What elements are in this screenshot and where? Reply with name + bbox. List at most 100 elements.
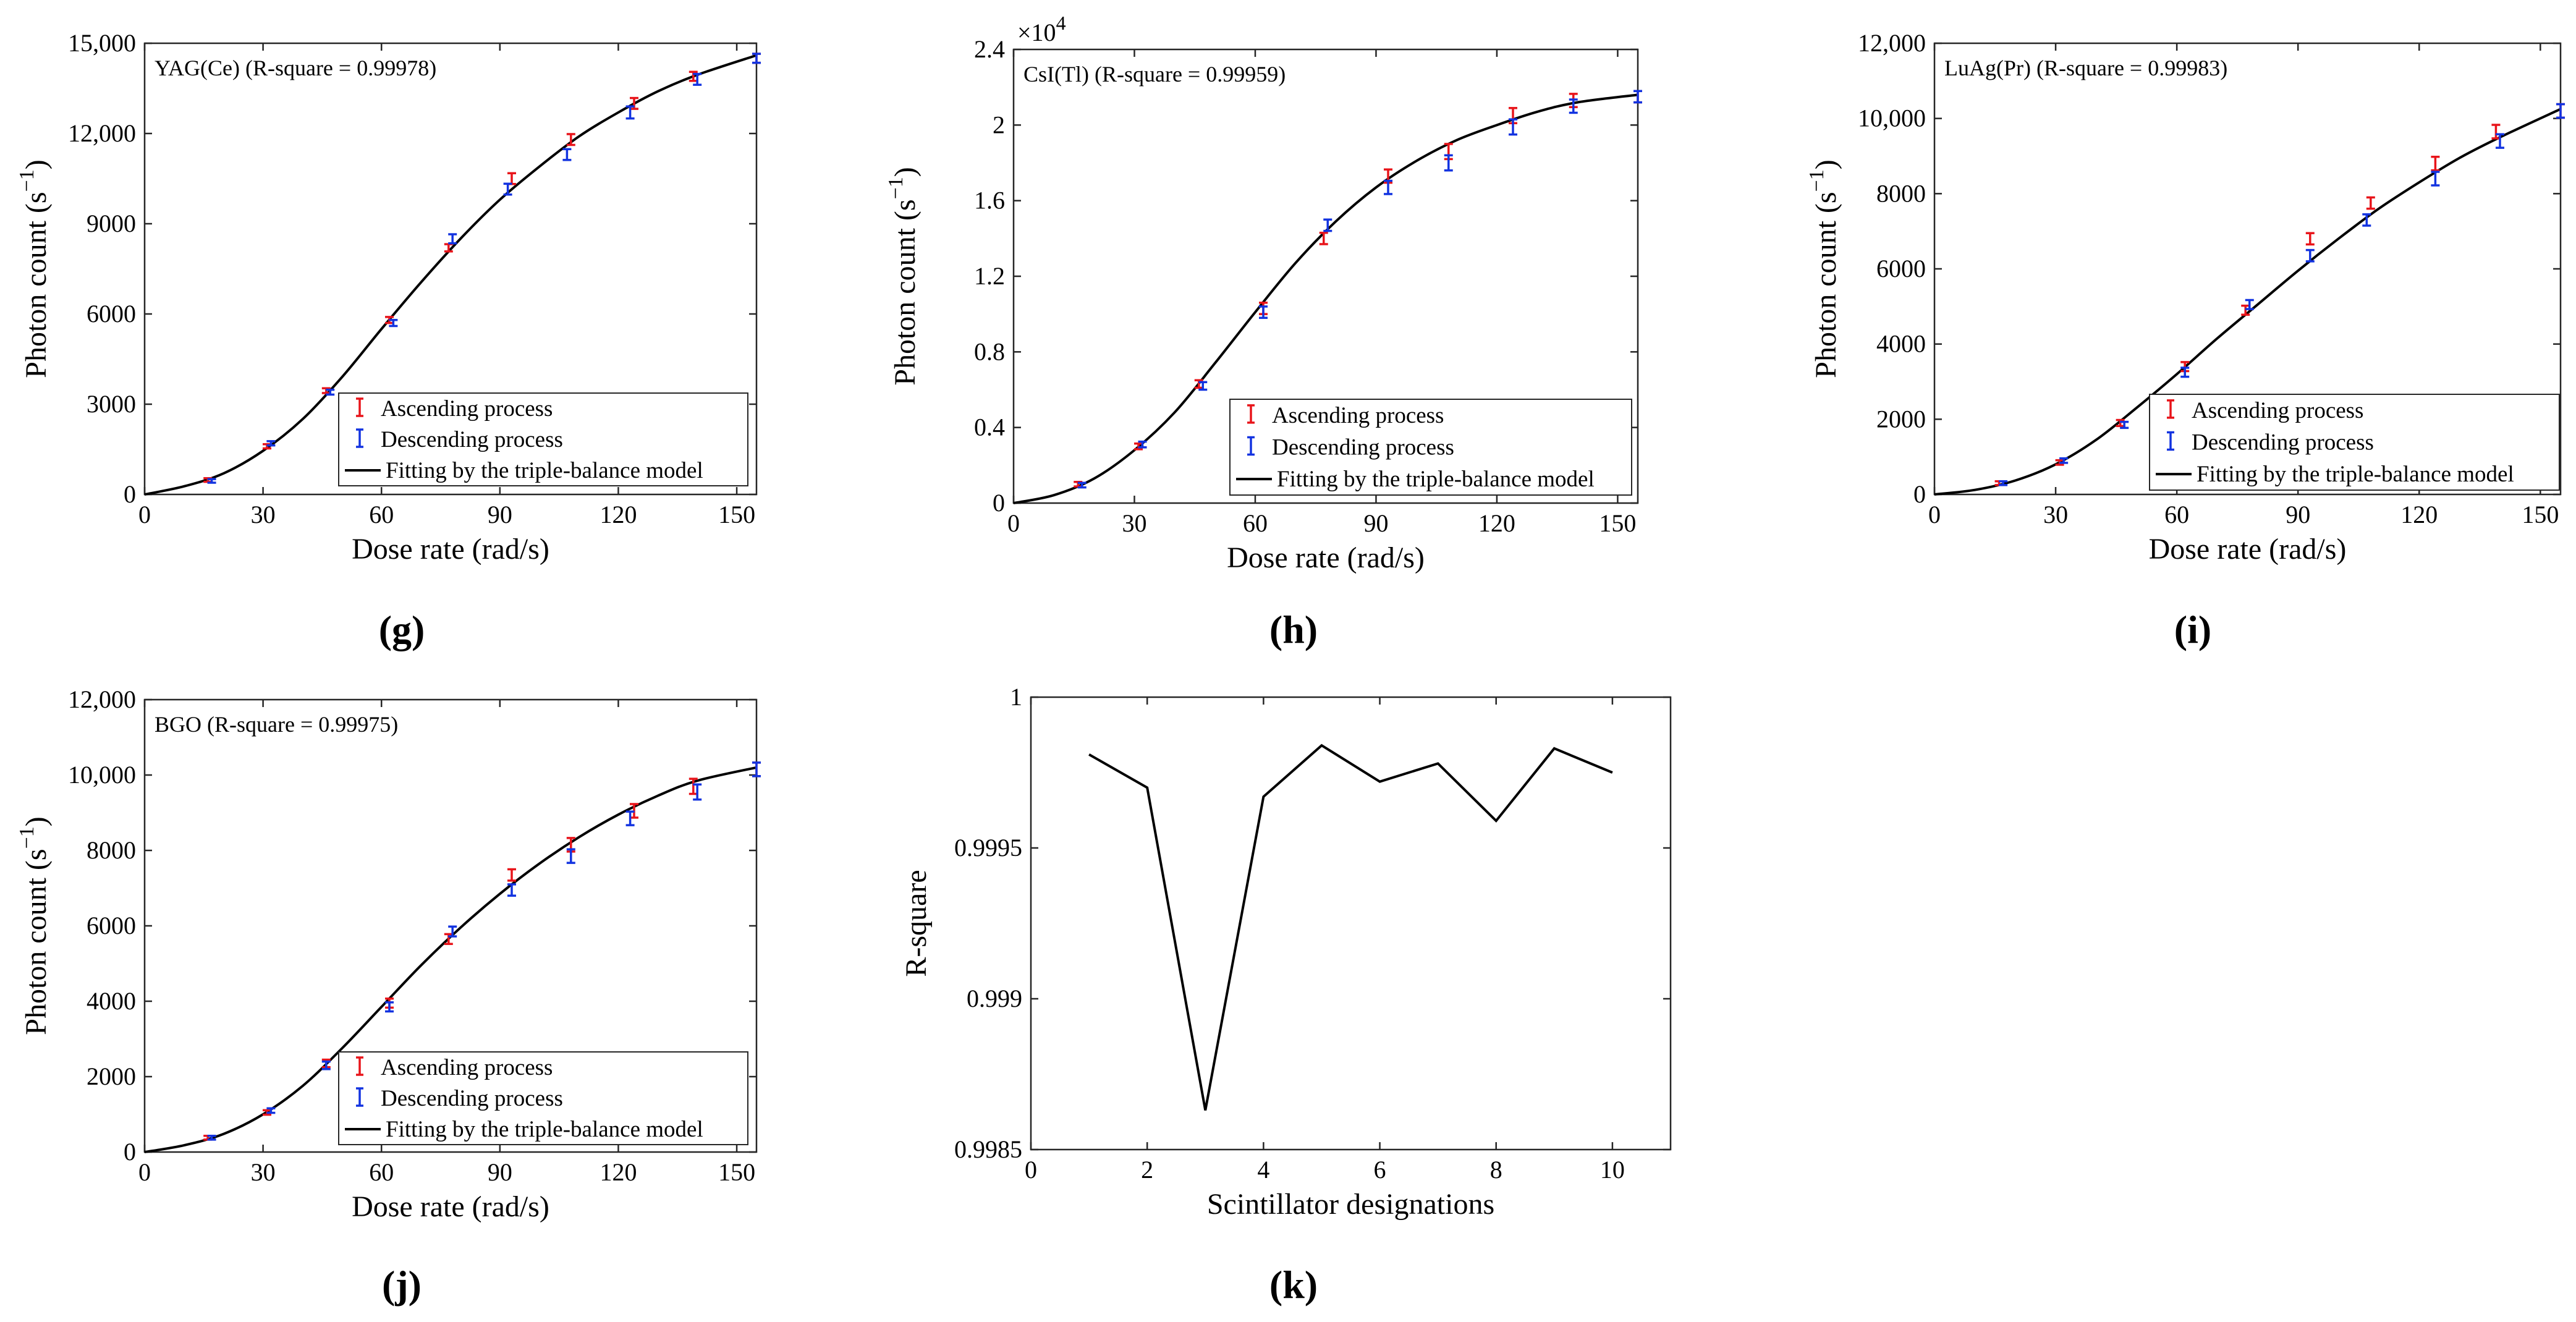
legend-entry: Fitting by the triple-balance model [1277, 467, 1595, 492]
y-tick-label: 12,000 [1858, 29, 1926, 57]
y-tick-label: 15,000 [68, 29, 136, 57]
descending-errorbar [2362, 213, 2371, 227]
r-square-annotation: CsI(Tl) (R-square = 0.99959) [1023, 62, 1286, 87]
y-axis-label-main: Photon count (s [20, 192, 53, 378]
legend-frame [338, 392, 748, 486]
x-tick-label: 0 [1025, 1156, 1037, 1184]
y-tick-label: 2000 [87, 1062, 136, 1090]
multiplier-exponent: 4 [1056, 12, 1066, 34]
x-tick-label: 150 [718, 501, 755, 528]
x-tick-label: 150 [1599, 509, 1636, 537]
y-axis-label-tail: ) [20, 816, 53, 826]
x-tick-label: 0 [138, 1158, 151, 1186]
y-tick-label: 6000 [87, 300, 136, 328]
y-axis-label-superscript: −1 [15, 826, 38, 849]
fit-curve [144, 54, 757, 496]
descending-errorbar [625, 105, 635, 120]
y-axis-label: R-square [900, 870, 933, 977]
chart-panel-j: 0 30 60 90 120 150 0 2000 4000 6000 8000 10,000 12,0… [15, 685, 761, 1307]
descending-errorbar [448, 233, 457, 245]
x-tick-label: 60 [2164, 501, 2189, 528]
descending-errorbar [562, 148, 572, 161]
y-axis-label-main: Photon count (s [889, 199, 922, 385]
descending-errorbar [2059, 457, 2069, 464]
ascending-errorbar [2491, 124, 2501, 140]
y-tick-label: 0 [124, 1138, 136, 1166]
y-tick-label: 12,000 [68, 119, 136, 147]
y-axis-label-main: R-square [900, 870, 933, 977]
y-tick-label: 2 [993, 111, 1005, 138]
r-square-annotation: YAG(Ce) (R-square = 0.99978) [155, 56, 436, 80]
legend-entry: Descending process [381, 427, 563, 452]
r-square-line [1088, 744, 1613, 1111]
descending-errorbar [1999, 480, 2008, 486]
descending-errorbar [2120, 420, 2129, 430]
descending-errorbar [625, 810, 635, 826]
legend-frame [2149, 394, 2560, 491]
descending-errorbar [1384, 179, 1392, 195]
y-tick-label: 0 [993, 489, 1005, 517]
chart-panel-h: 0 30 60 90 120 150 0 0.4 0.8 1.2 1.6 2 2.4 Dose rate … [884, 12, 1642, 651]
x-tick-label: 4 [1257, 1156, 1269, 1184]
x-tick-label: 90 [488, 501, 512, 528]
descending-errorbar [389, 318, 398, 328]
y-tick-label: 6000 [87, 912, 136, 939]
legend-entry: Fitting by the triple-balance model [386, 458, 703, 483]
y-tick-label: 0.9985 [954, 1135, 1022, 1163]
legend-entry: Descending process [381, 1086, 563, 1111]
x-tick-label: 150 [718, 1158, 755, 1186]
y-axis-label: Photon count (s−1) [15, 159, 53, 378]
descending-errorbar [503, 182, 512, 196]
y-tick-label: 0 [124, 480, 136, 508]
y-axis-label: Photon count (s−1) [15, 816, 53, 1035]
x-tick-label: 30 [2043, 501, 2068, 528]
descending-errorbar [1323, 218, 1332, 232]
x-tick-label: 120 [600, 501, 637, 528]
y-axis-label-tail: ) [889, 167, 922, 177]
x-axis-label: Scintillator designations [1207, 1188, 1494, 1221]
ascending-errorbar [2366, 196, 2375, 210]
descending-errorbar [507, 883, 516, 897]
chart-panel-k: 0 2 4 6 8 10 0.9985 0.999 0.9995 1 Scintillator de… [900, 683, 1672, 1307]
legend-entry: Ascending process [1272, 403, 1444, 428]
ascending-errorbar [2305, 232, 2315, 246]
y-tick-label: 0.9995 [954, 834, 1022, 862]
descending-errorbar [693, 783, 702, 801]
x-tick-label: 0 [138, 501, 151, 528]
descending-errorbar [1138, 440, 1147, 449]
y-tick-label: 1.6 [974, 187, 1005, 214]
panel-label: (k) [1269, 1263, 1318, 1307]
y-tick-label: 3000 [87, 390, 136, 418]
fit-curve [1934, 108, 2561, 496]
y-tick-label: 12,000 [68, 685, 136, 713]
r-square-annotation: LuAg(Pr) (R-square = 0.99983) [1944, 56, 2227, 80]
legend-entry: Ascending process [381, 396, 553, 422]
legend-entry: Ascending process [381, 1055, 553, 1080]
x-tick-label: 90 [488, 1158, 512, 1186]
panel-label: (j) [382, 1263, 422, 1307]
y-tick-label: 0.4 [974, 413, 1005, 441]
x-tick-label: 150 [2522, 501, 2559, 528]
x-tick-label: 6 [1374, 1156, 1386, 1184]
r-square-annotation: BGO (R-square = 0.99975) [155, 712, 398, 737]
descending-errorbar [207, 478, 216, 484]
ascending-errorbar [507, 868, 516, 882]
y-tick-label: 8000 [1876, 179, 1926, 207]
legend-entry: Ascending process [2192, 398, 2363, 423]
y-tick-label: 1.2 [974, 262, 1005, 290]
panel-label: (h) [1269, 608, 1318, 651]
descending-errorbar [752, 53, 761, 64]
legend: Ascending process Descending process Fitti… [338, 1051, 748, 1145]
y-tick-label: 2.4 [974, 35, 1005, 63]
descending-errorbar [1509, 118, 1517, 136]
y-tick-label: 4000 [87, 987, 136, 1015]
descending-errorbar [2305, 248, 2315, 263]
x-tick-label: 120 [600, 1158, 637, 1186]
descending-errorbar [1259, 305, 1268, 320]
y-axis-label-superscript: −1 [15, 169, 38, 192]
descending-errorbar [448, 925, 457, 938]
chart-panel-i: 0 30 60 90 120 150 0 2000 4000 6000 8000 10,000 12,0… [1805, 29, 2565, 651]
descending-errorbar [2180, 367, 2190, 378]
descending-errorbar [693, 72, 702, 86]
x-tick-label: 30 [251, 501, 276, 528]
